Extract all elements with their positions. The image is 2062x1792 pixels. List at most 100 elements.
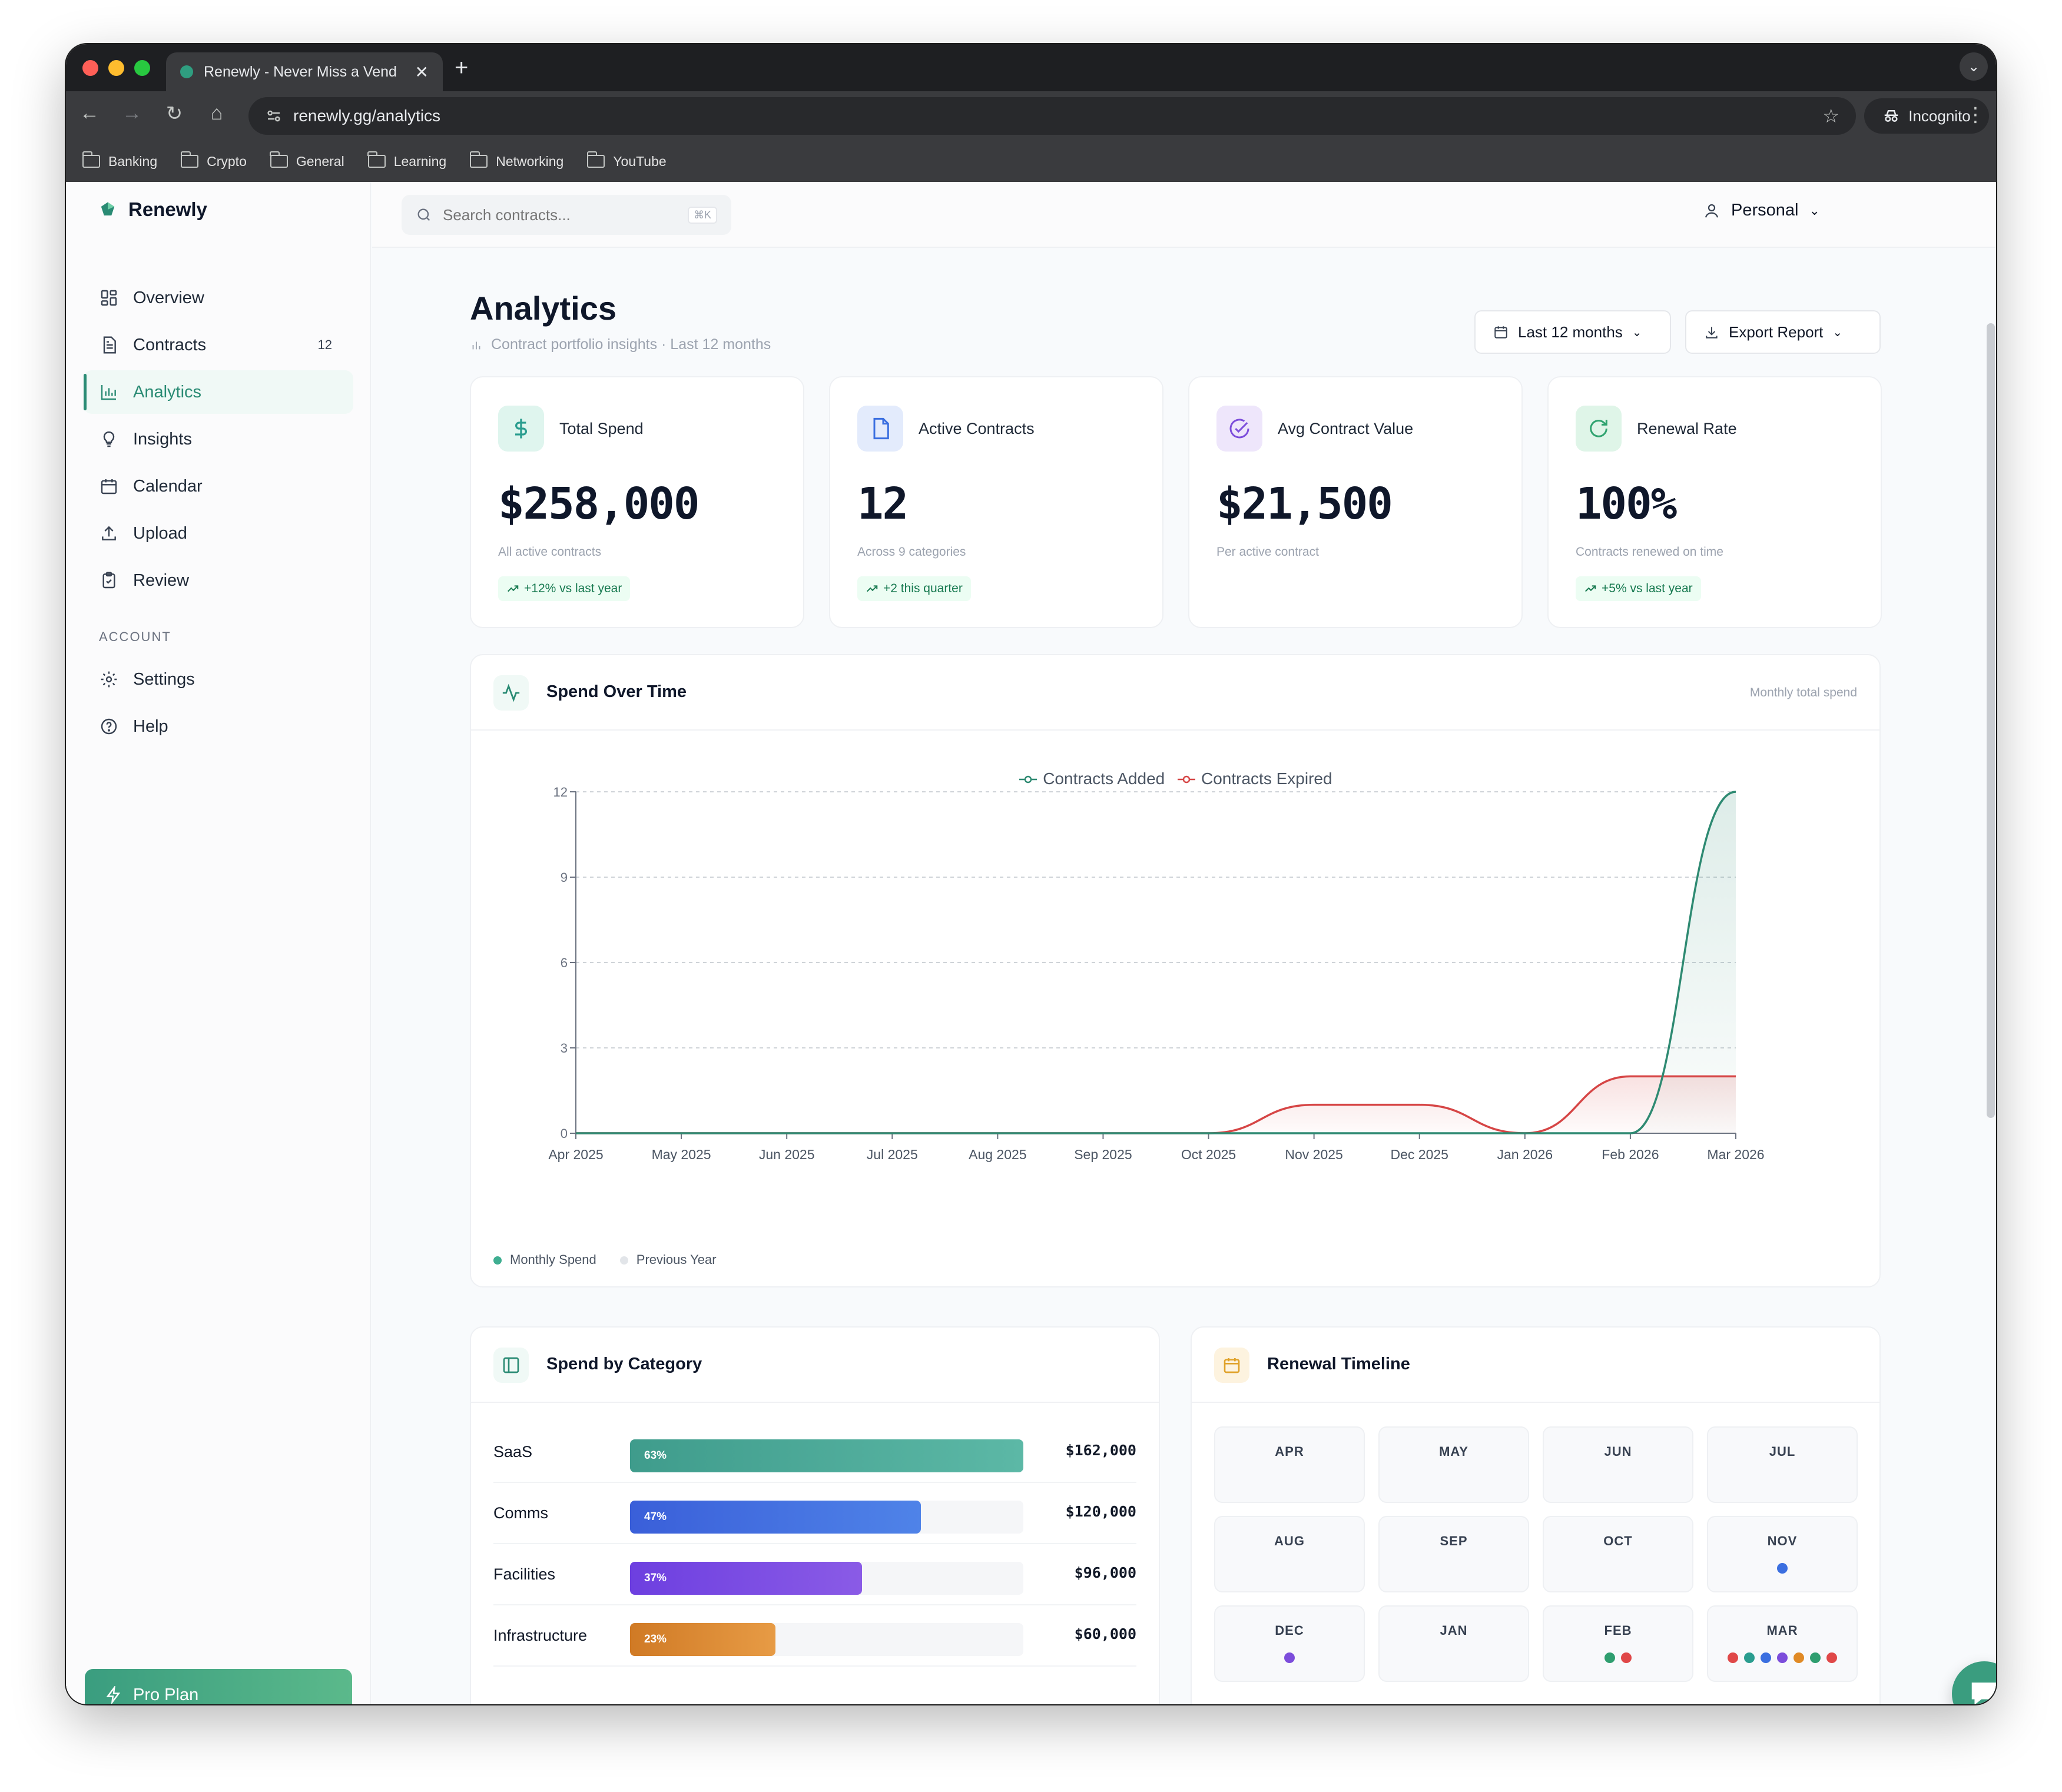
legend-previous-year[interactable]: Previous Year bbox=[619, 1252, 717, 1267]
home-icon[interactable]: ⌂ bbox=[210, 102, 223, 124]
month-label: SEP bbox=[1440, 1534, 1468, 1548]
page-scrollbar[interactable] bbox=[1987, 323, 1995, 1118]
trend-up-icon bbox=[867, 585, 878, 592]
month-label: NOV bbox=[1767, 1534, 1798, 1548]
sidebar-item-review[interactable]: Review bbox=[84, 559, 353, 602]
new-tab-icon[interactable]: + bbox=[455, 55, 469, 81]
category-row[interactable]: Facilities 37% $96,000 bbox=[493, 1544, 1136, 1605]
tab-search-icon[interactable]: ⌄ bbox=[1960, 52, 1988, 81]
month-cell-feb[interactable]: FEB bbox=[1543, 1605, 1693, 1682]
search-box[interactable]: ⌘K bbox=[402, 195, 731, 235]
renewal-dot[interactable] bbox=[1777, 1652, 1788, 1663]
help-icon bbox=[99, 716, 119, 736]
category-row[interactable]: Infrastructure 23% $60,000 bbox=[493, 1605, 1136, 1667]
browser-menu-icon[interactable]: ⋮ bbox=[1965, 104, 1985, 126]
category-bar-track: 23% bbox=[630, 1623, 1023, 1656]
site-info-icon[interactable] bbox=[265, 107, 283, 125]
analytics-icon bbox=[99, 382, 119, 402]
browser-tab[interactable]: Renewly - Never Miss a Vend ✕ bbox=[166, 52, 443, 91]
month-cell-dec[interactable]: DEC bbox=[1214, 1605, 1365, 1682]
month-cell-nov[interactable]: NOV bbox=[1707, 1516, 1858, 1592]
month-cell-mar[interactable]: MAR bbox=[1707, 1605, 1858, 1682]
renewal-dot[interactable] bbox=[1621, 1652, 1632, 1663]
kpi-renewal-rate: Renewal Rate 100% Contracts renewed on t… bbox=[1547, 376, 1882, 628]
month-cell-jul[interactable]: JUL bbox=[1707, 1426, 1858, 1503]
pro-plan-button[interactable]: Pro Plan bbox=[85, 1669, 352, 1704]
category-amount: $162,000 bbox=[1065, 1442, 1136, 1459]
close-tab-icon[interactable]: ✕ bbox=[415, 62, 429, 81]
renewal-dot[interactable] bbox=[1761, 1652, 1771, 1663]
bookmark-star-icon[interactable]: ☆ bbox=[1822, 105, 1839, 127]
sidebar-item-calendar[interactable]: Calendar bbox=[84, 464, 353, 508]
sidebar-item-insights[interactable]: Insights bbox=[84, 417, 353, 461]
refresh-icon bbox=[1576, 406, 1622, 452]
bookmark-youtube[interactable]: YouTube bbox=[586, 151, 667, 170]
workspace-switcher[interactable]: Personal ⌄ bbox=[1703, 201, 1820, 220]
category-row[interactable]: Comms 47% $120,000 bbox=[493, 1483, 1136, 1544]
bookmark-learning[interactable]: Learning bbox=[367, 151, 446, 170]
month-cell-jan[interactable]: JAN bbox=[1378, 1605, 1529, 1682]
legend-line-icon bbox=[1019, 775, 1037, 784]
bookmark-banking[interactable]: Banking bbox=[82, 151, 157, 170]
month-cell-jun[interactable]: JUN bbox=[1543, 1426, 1693, 1503]
renewal-dot[interactable] bbox=[1744, 1652, 1755, 1663]
month-label: JUN bbox=[1604, 1444, 1632, 1459]
clipboard-icon bbox=[99, 570, 119, 590]
month-cell-sep[interactable]: SEP bbox=[1378, 1516, 1529, 1592]
legend-item-added[interactable]: Contracts Added bbox=[1018, 769, 1165, 788]
lightning-icon bbox=[106, 1686, 121, 1704]
card-title: Renewal Timeline bbox=[1267, 1355, 1410, 1373]
legend-monthly-spend[interactable]: Monthly Spend bbox=[493, 1252, 596, 1267]
renewal-dots bbox=[1708, 1563, 1857, 1574]
month-cell-oct[interactable]: OCT bbox=[1543, 1516, 1693, 1592]
maximize-window-button[interactable] bbox=[134, 60, 150, 76]
minimize-window-button[interactable] bbox=[108, 60, 124, 76]
address-bar[interactable]: renewly.gg/analytics ☆ bbox=[248, 97, 1856, 135]
brand[interactable]: Renewly bbox=[99, 198, 207, 221]
month-cell-may[interactable]: MAY bbox=[1378, 1426, 1529, 1503]
back-icon[interactable]: ← bbox=[79, 102, 100, 124]
legend-item-expired[interactable]: Contracts Expired bbox=[1176, 769, 1332, 788]
search-input[interactable] bbox=[443, 205, 677, 224]
bookmark-general[interactable]: General bbox=[270, 151, 344, 170]
kpi-total-spend: Total Spend $258,000 All active contract… bbox=[470, 376, 804, 628]
sidebar-item-label: Insights bbox=[133, 429, 192, 449]
page-subtitle: Contract portfolio insights · Last 12 mo… bbox=[470, 336, 771, 353]
sidebar-item-help[interactable]: Help bbox=[84, 705, 353, 748]
month-cell-apr[interactable]: APR bbox=[1214, 1426, 1365, 1503]
sidebar: Renewly Overview Contracts 12 Analytics bbox=[66, 182, 371, 1704]
date-range-button[interactable]: Last 12 months ⌄ bbox=[1474, 310, 1671, 354]
renewal-dot[interactable] bbox=[1810, 1652, 1821, 1663]
sidebar-item-overview[interactable]: Overview bbox=[84, 276, 353, 320]
forward-icon[interactable]: → bbox=[122, 102, 142, 124]
category-bar-track: 63% bbox=[630, 1439, 1023, 1472]
sidebar-item-upload[interactable]: Upload bbox=[84, 512, 353, 555]
month-cell-aug[interactable]: AUG bbox=[1214, 1516, 1365, 1592]
renewal-dots bbox=[1215, 1652, 1364, 1663]
renewal-dot[interactable] bbox=[1777, 1563, 1788, 1574]
sidebar-item-contracts[interactable]: Contracts 12 bbox=[84, 323, 353, 367]
bookmark-crypto[interactable]: Crypto bbox=[180, 151, 247, 170]
bookmark-networking[interactable]: Networking bbox=[469, 151, 563, 170]
activity-icon bbox=[493, 675, 529, 711]
sidebar-item-analytics[interactable]: Analytics bbox=[84, 370, 353, 414]
export-report-button[interactable]: Export Report ⌄ bbox=[1685, 310, 1881, 354]
kpi-note: All active contracts bbox=[498, 545, 602, 559]
category-row[interactable]: SaaS 63% $162,000 bbox=[493, 1422, 1136, 1483]
renewal-dot[interactable] bbox=[1728, 1652, 1738, 1663]
renewal-dot[interactable] bbox=[1794, 1652, 1804, 1663]
sidebar-item-settings[interactable]: Settings bbox=[84, 658, 353, 701]
chevron-down-icon: ⌄ bbox=[1632, 326, 1642, 339]
page-title: Analytics bbox=[470, 290, 616, 327]
spend-by-category-card: Spend by Category SaaS 63% $162,000 Comms 47… bbox=[470, 1326, 1160, 1704]
renewal-dot[interactable] bbox=[1604, 1652, 1615, 1663]
incognito-indicator[interactable]: Incognito bbox=[1864, 98, 1989, 134]
account-nav: Settings Help bbox=[84, 658, 353, 752]
kpi-value: $258,000 bbox=[498, 479, 700, 529]
sidebar-item-label: Overview bbox=[133, 288, 204, 307]
close-window-button[interactable] bbox=[82, 60, 98, 76]
renewal-dot[interactable] bbox=[1826, 1652, 1837, 1663]
reload-icon[interactable]: ↻ bbox=[165, 102, 183, 125]
renewal-dot[interactable] bbox=[1284, 1652, 1295, 1663]
contracts-icon bbox=[99, 335, 119, 355]
